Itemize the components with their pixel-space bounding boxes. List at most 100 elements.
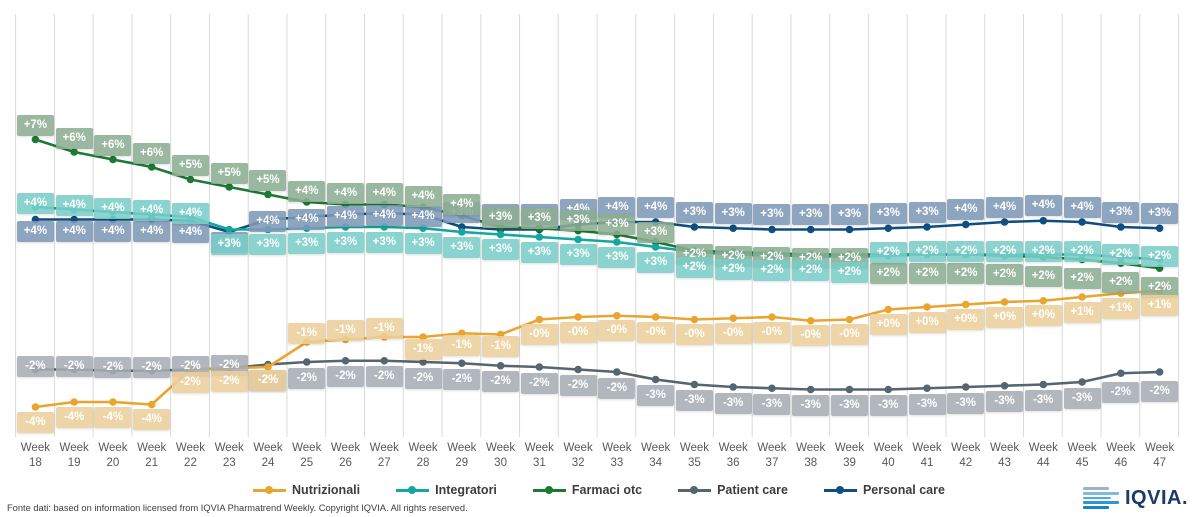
data-label: -3% (792, 395, 830, 416)
data-label: +4% (133, 200, 171, 221)
data-label: +4% (327, 206, 365, 227)
data-label: -1% (327, 320, 365, 341)
x-axis-label-week-28: Week 28 (408, 442, 438, 469)
data-point (806, 225, 815, 234)
data-label: -2% (559, 375, 597, 396)
data-point (1117, 369, 1125, 378)
data-label: +3% (1102, 201, 1140, 223)
x-axis-label-week-39: Week 39 (834, 442, 865, 469)
data-label: -2% (327, 366, 365, 388)
data-label: -0% (637, 321, 675, 343)
iqvia-logo-text: IQVIA. (1124, 487, 1188, 509)
data-point (109, 155, 117, 164)
data-point (884, 224, 893, 233)
data-label: -2% (520, 372, 558, 394)
data-label: +4% (16, 192, 54, 214)
data-label: -2% (210, 354, 248, 376)
data-label: -1% (443, 334, 481, 356)
x-axis-label-week-26: Week 26 (330, 442, 361, 469)
data-label: +3% (482, 239, 520, 260)
data-label: -3% (947, 392, 985, 414)
data-point (70, 148, 78, 156)
data-point (535, 363, 544, 371)
data-point (70, 398, 78, 406)
data-label: -1% (365, 317, 403, 339)
data-point (923, 223, 931, 231)
data-label: -3% (986, 391, 1024, 413)
chart-legend: Nutrizionali Integratori Farmaci otc Patien… (0, 483, 1198, 497)
legend-item-farmaci-otc: Farmaci otc (532, 483, 642, 497)
data-label: -0% (559, 321, 597, 343)
data-label: +2% (947, 241, 985, 262)
data-label: +5% (249, 170, 287, 191)
data-label: +4% (404, 206, 442, 227)
data-label: +2% (947, 263, 985, 284)
x-axis-label-week-43: Week 43 (989, 442, 1020, 469)
data-label: +3% (520, 241, 558, 263)
data-label: -3% (908, 393, 946, 415)
data-point (264, 190, 272, 199)
x-axis-label-week-46: Week 46 (1106, 442, 1136, 469)
data-label: -4% (16, 411, 54, 433)
data-label: -1% (482, 336, 520, 357)
data-label: +3% (365, 231, 403, 253)
data-label: +4% (443, 194, 481, 216)
data-point (1039, 216, 1048, 225)
data-point (380, 356, 389, 365)
data-label: +2% (792, 260, 830, 282)
legend-label: Patient care (717, 483, 788, 497)
data-label: -2% (210, 370, 248, 392)
data-label: +4% (55, 195, 93, 216)
legend-item-personal-care: Personal care (823, 483, 945, 497)
data-label: -0% (830, 324, 868, 345)
data-label: +1% (1141, 295, 1179, 317)
data-point (1078, 378, 1086, 386)
legend-marker-icon (253, 486, 287, 495)
data-label: +2% (753, 260, 791, 282)
data-label: +2% (986, 241, 1024, 262)
data-label: -2% (1102, 381, 1140, 403)
data-label: +4% (288, 208, 326, 230)
data-label: +3% (482, 206, 520, 228)
data-point (225, 225, 234, 234)
data-label: +0% (869, 314, 907, 335)
data-point (1000, 218, 1009, 226)
data-label: -3% (830, 395, 868, 416)
data-point (31, 135, 40, 144)
data-label: -2% (365, 366, 403, 388)
data-point (535, 233, 544, 241)
data-label: -0% (520, 324, 558, 345)
x-axis-label-week-47: Week 47 (1145, 442, 1175, 469)
data-point (31, 403, 40, 411)
data-label: +3% (598, 246, 636, 268)
data-label: -0% (792, 325, 830, 347)
x-axis-label-week-27: Week 27 (369, 442, 399, 469)
data-label: +4% (94, 221, 132, 242)
data-point (845, 225, 854, 234)
series-line-personal-care (35, 211, 1160, 234)
data-label: -2% (404, 367, 442, 389)
data-point (690, 223, 699, 231)
data-label: +3% (792, 204, 830, 225)
data-label: -3% (637, 385, 675, 406)
data-label: +5% (171, 155, 209, 176)
data-label: +3% (830, 204, 868, 225)
data-point (109, 398, 117, 406)
data-label: +3% (249, 234, 287, 255)
data-label: +3% (637, 251, 675, 273)
data-point (613, 311, 621, 320)
data-label: +4% (249, 211, 287, 232)
x-axis-label-week-20: Week 20 (98, 442, 128, 469)
data-label: -2% (55, 356, 93, 377)
data-point (806, 316, 815, 325)
data-label: +4% (637, 196, 675, 218)
data-label: +2% (1063, 268, 1101, 289)
data-label: +0% (1024, 305, 1062, 327)
data-label: +0% (947, 309, 985, 330)
data-label: +4% (327, 183, 365, 204)
data-label: -2% (1141, 380, 1179, 402)
data-label: -3% (869, 395, 907, 416)
data-point (574, 235, 582, 244)
data-point (147, 400, 156, 409)
x-axis-label-week-45: Week 45 (1067, 442, 1097, 469)
